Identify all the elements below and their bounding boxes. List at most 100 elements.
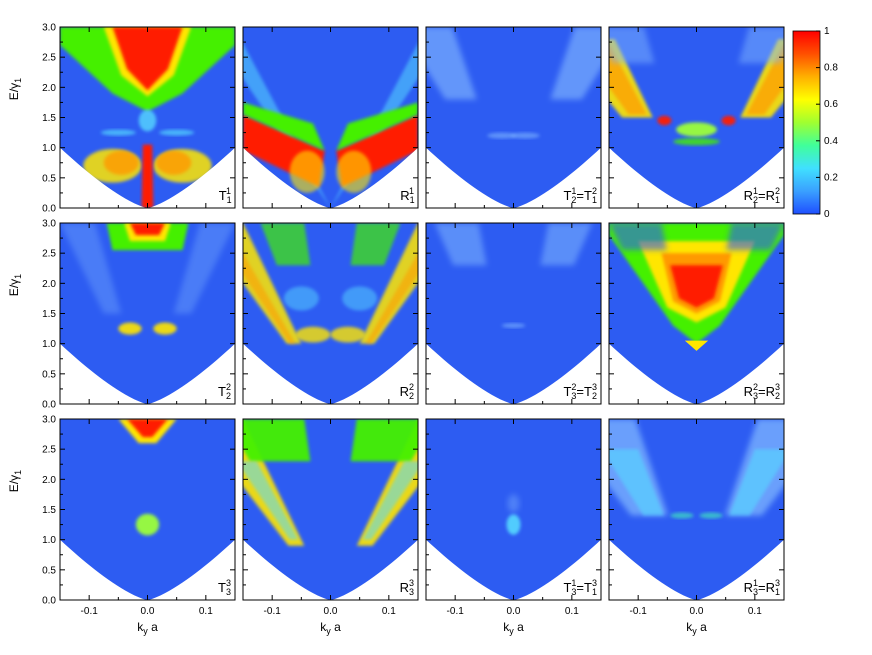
colorbar-tick-label: 0.4 <box>824 136 838 147</box>
y-tick-label: 2.5 <box>42 53 56 64</box>
intensity-region <box>243 419 305 546</box>
intensity-region <box>260 223 311 266</box>
y-axis-title: E/γ1 <box>7 78 23 100</box>
panel-p22: R22 <box>242 222 419 405</box>
forbidden-region <box>243 539 418 600</box>
y-tick-label: 2.5 <box>42 445 56 456</box>
panel-p13: T21=T12 <box>425 26 602 209</box>
intensity-region <box>426 27 477 100</box>
x-tick-label: 0.0 <box>507 606 521 617</box>
x-tick-label: -0.1 <box>264 606 282 617</box>
panel-label: T33 <box>218 578 231 597</box>
panel-label: R33 <box>400 578 414 597</box>
intensity-region <box>738 27 784 64</box>
colorbar-tick-label: 0.2 <box>824 172 838 183</box>
intensity-region <box>506 514 521 535</box>
y-tick-label: 3.0 <box>42 219 56 230</box>
panel-label: T11 <box>219 186 232 205</box>
intensity-region <box>283 286 319 311</box>
intensity-region <box>434 223 487 266</box>
panel-label: T31=T13 <box>563 578 597 597</box>
intensity-region <box>609 449 664 516</box>
y-tick-label: 0.5 <box>42 173 56 184</box>
intensity-region <box>330 326 366 343</box>
panel-label: T21=T12 <box>563 186 597 205</box>
panel-p23: T32=T23 <box>425 222 602 405</box>
x-tick-label: 0.1 <box>199 606 213 617</box>
intensity-region <box>729 449 784 516</box>
panel-p21: 0.0 0.5 1.0 1.5 2.0 2.5 3.0 T22 <box>42 219 236 411</box>
intensity-region <box>243 253 296 344</box>
intensity-region <box>684 340 709 351</box>
y-tick-label: 1.0 <box>42 535 56 546</box>
intensity-region <box>609 223 667 251</box>
intensity-region <box>350 419 418 462</box>
intensity-region <box>510 132 540 139</box>
panel-label: T22 <box>218 382 231 401</box>
intensity-region <box>138 109 157 132</box>
intensity-region <box>243 461 299 540</box>
intensity-region <box>657 115 672 126</box>
panel-p11: 0.0 0.5 1.0 1.5 2.0 2.5 3.0 T11 <box>42 23 236 215</box>
intensity-region <box>336 102 418 151</box>
intensity-region <box>135 513 160 536</box>
intensity-region <box>699 512 723 519</box>
colorbar-tick-label: 0.8 <box>824 63 838 74</box>
intensity-region <box>365 253 418 344</box>
intensity-region <box>721 115 736 126</box>
intensity-region <box>336 150 372 193</box>
intensity-region <box>295 326 331 343</box>
panel-label: R32=R23 <box>744 382 780 401</box>
forbidden-region <box>60 539 235 600</box>
intensity-region <box>118 322 142 335</box>
intensity-region <box>289 150 325 193</box>
forbidden-region <box>243 343 418 404</box>
panel-p31: -0.1 0.0 0.1 0.0 0.5 1.0 1.5 2.0 2.5 3.0 T33 <box>42 415 236 617</box>
intensity-region <box>609 27 655 64</box>
intensity-region <box>342 286 378 311</box>
intensity-region <box>350 223 401 266</box>
intensity-region <box>100 129 136 136</box>
intensity-region <box>130 223 165 236</box>
x-tick-label: -0.1 <box>81 606 99 617</box>
y-tick-label: 0.5 <box>42 369 56 380</box>
x-tick-label: 0.0 <box>141 606 155 617</box>
colorbar-tick-label: 0 <box>824 209 830 220</box>
x-tick-label: 0.1 <box>748 606 762 617</box>
panel-p34: -0.1 0.0 0.1 R31=R13 <box>608 418 785 617</box>
y-tick-label: 1.5 <box>42 113 56 124</box>
y-tick-label: 2.0 <box>42 83 56 94</box>
intensity-region <box>501 323 526 328</box>
panel-label: R31=R13 <box>744 578 780 597</box>
intensity-region <box>173 223 235 314</box>
intensity-region <box>112 27 183 91</box>
intensity-region <box>159 129 195 136</box>
forbidden-region <box>60 147 235 208</box>
y-tick-label: 1.5 <box>42 309 56 320</box>
panel-label: T32=T23 <box>563 382 597 401</box>
x-axis-title: ky a <box>320 620 341 636</box>
panel-label: R21=R12 <box>744 186 780 205</box>
y-tick-label: 3.0 <box>42 23 56 34</box>
intensity-region <box>670 512 694 519</box>
intensity-region <box>356 419 418 546</box>
intensity-region <box>540 223 593 266</box>
y-tick-label: 1.0 <box>42 143 56 154</box>
intensity-region <box>359 223 418 344</box>
intensity-region <box>362 461 418 540</box>
colorbar-gradient <box>792 30 821 215</box>
panel-p33: -0.1 0.0 0.1 T31=T13 <box>425 418 602 617</box>
x-tick-label: -0.1 <box>447 606 465 617</box>
axis-titles: E/γ1 E/γ1 E/γ1 ky a ky a ky a ky a <box>7 78 707 636</box>
panel-label: R22 <box>400 382 414 401</box>
x-axis-title: ky a <box>137 620 158 636</box>
intensity-region <box>726 223 784 251</box>
y-tick-label: 2.0 <box>42 475 56 486</box>
x-tick-label: 0.1 <box>382 606 396 617</box>
panel-p12: R11 <box>242 26 419 209</box>
colorbar-tick-label: 1 <box>824 26 830 37</box>
intensity-region <box>103 150 139 175</box>
panel-p32: -0.1 0.0 0.1 R33 <box>242 418 419 617</box>
intensity-region <box>507 494 520 513</box>
y-tick-label: 1.5 <box>42 505 56 516</box>
